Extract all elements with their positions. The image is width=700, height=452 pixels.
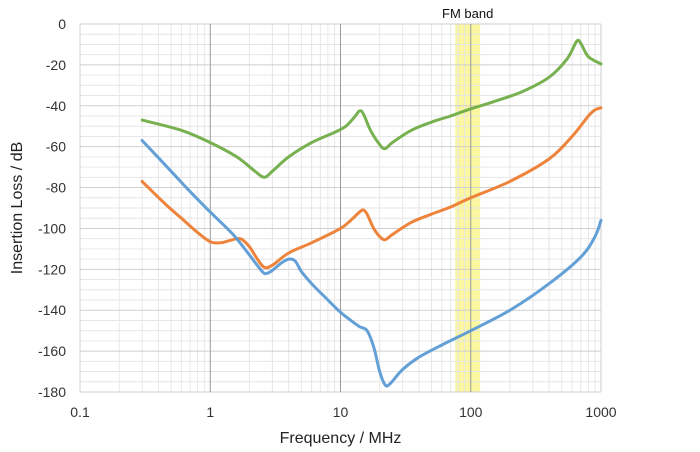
blue-series-line xyxy=(140,139,603,388)
minor-gridlines xyxy=(80,24,601,392)
x-tick-label: 1 xyxy=(206,404,214,420)
x-tick-label: 100 xyxy=(459,404,483,420)
x-tick-label: 0.1 xyxy=(70,404,90,420)
y-tick-label: -120 xyxy=(38,261,66,277)
major-gridlines xyxy=(79,23,602,393)
y-tick-label: -60 xyxy=(46,139,66,155)
series-layer xyxy=(140,38,603,388)
y-axis-title: Insertion Loss / dB xyxy=(9,142,26,275)
y-tick-label: -40 xyxy=(46,98,66,114)
y-tick-label: 0 xyxy=(58,16,66,32)
x-tick-label: 10 xyxy=(333,404,349,420)
y-tick-label: -180 xyxy=(38,384,66,400)
y-tick-label: -100 xyxy=(38,220,66,236)
orange-series-line xyxy=(140,106,603,270)
green-series-line xyxy=(140,38,603,179)
y-tick-label: -80 xyxy=(46,180,66,196)
y-tick-label: -20 xyxy=(46,57,66,73)
fm-band-label: FM band xyxy=(442,6,493,21)
x-axis-title: Frequency / MHz xyxy=(280,430,402,447)
y-tick-label: -160 xyxy=(38,343,66,359)
x-tick-label: 1000 xyxy=(585,404,616,420)
y-tick-label: -140 xyxy=(38,302,66,318)
